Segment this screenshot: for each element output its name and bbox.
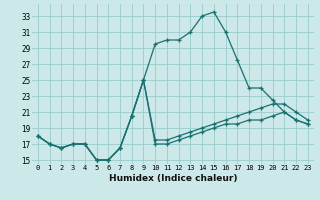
X-axis label: Humidex (Indice chaleur): Humidex (Indice chaleur) bbox=[108, 174, 237, 183]
